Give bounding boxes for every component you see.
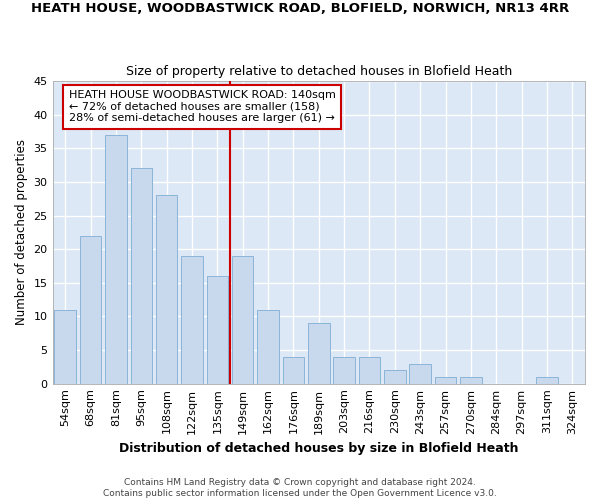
Bar [536, 377, 558, 384]
Bar [181, 256, 203, 384]
Bar [105, 135, 127, 384]
Bar [55, 310, 76, 384]
X-axis label: Distribution of detached houses by size in Blofield Heath: Distribution of detached houses by size … [119, 442, 518, 455]
Text: HEATH HOUSE, WOODBASTWICK ROAD, BLOFIELD, NORWICH, NR13 4RR: HEATH HOUSE, WOODBASTWICK ROAD, BLOFIELD… [31, 2, 569, 16]
Text: HEATH HOUSE WOODBASTWICK ROAD: 140sqm
← 72% of detached houses are smaller (158): HEATH HOUSE WOODBASTWICK ROAD: 140sqm ← … [68, 90, 335, 124]
Bar [409, 364, 431, 384]
Bar [257, 310, 279, 384]
Bar [232, 256, 253, 384]
Bar [308, 323, 329, 384]
Bar [435, 377, 457, 384]
Y-axis label: Number of detached properties: Number of detached properties [15, 140, 28, 326]
Bar [131, 168, 152, 384]
Bar [384, 370, 406, 384]
Title: Size of property relative to detached houses in Blofield Heath: Size of property relative to detached ho… [125, 66, 512, 78]
Bar [156, 196, 178, 384]
Bar [359, 357, 380, 384]
Bar [206, 276, 228, 384]
Bar [80, 236, 101, 384]
Text: Contains HM Land Registry data © Crown copyright and database right 2024.
Contai: Contains HM Land Registry data © Crown c… [103, 478, 497, 498]
Bar [334, 357, 355, 384]
Bar [283, 357, 304, 384]
Bar [460, 377, 482, 384]
